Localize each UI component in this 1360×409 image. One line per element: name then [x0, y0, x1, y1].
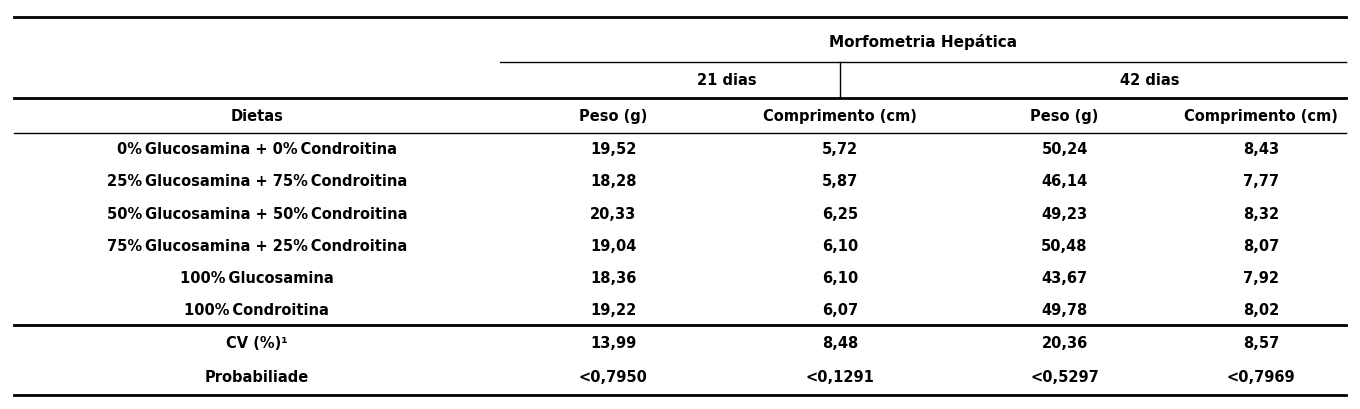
Text: 6,10: 6,10	[821, 238, 858, 253]
Text: 42 dias: 42 dias	[1121, 73, 1179, 88]
Text: 8,02: 8,02	[1243, 302, 1280, 317]
Text: Comprimento (cm): Comprimento (cm)	[763, 108, 917, 124]
Text: <0,5297: <0,5297	[1030, 369, 1099, 384]
Text: 46,14: 46,14	[1042, 174, 1088, 189]
Text: 50,24: 50,24	[1042, 142, 1088, 157]
Text: Dietas: Dietas	[230, 108, 283, 124]
Text: 20,36: 20,36	[1042, 335, 1088, 350]
Text: 5,72: 5,72	[821, 142, 858, 157]
Text: 75% Glucosamina + 25% Condroitina: 75% Glucosamina + 25% Condroitina	[106, 238, 407, 253]
Text: 49,78: 49,78	[1042, 302, 1088, 317]
Text: 7,77: 7,77	[1243, 174, 1280, 189]
Text: 25% Glucosamina + 75% Condroitina: 25% Glucosamina + 75% Condroitina	[106, 174, 407, 189]
Text: Peso (g): Peso (g)	[1031, 108, 1099, 124]
Text: 49,23: 49,23	[1042, 206, 1088, 221]
Text: 8,07: 8,07	[1243, 238, 1280, 253]
Text: <0,7950: <0,7950	[579, 369, 647, 384]
Text: 19,22: 19,22	[590, 302, 636, 317]
Text: 21 dias: 21 dias	[696, 73, 756, 88]
Text: 5,87: 5,87	[821, 174, 858, 189]
Text: 18,28: 18,28	[590, 174, 636, 189]
Text: 20,33: 20,33	[590, 206, 636, 221]
Text: 50% Glucosamina + 50% Condroitina: 50% Glucosamina + 50% Condroitina	[106, 206, 407, 221]
Text: 43,67: 43,67	[1042, 270, 1088, 285]
Text: 19,52: 19,52	[590, 142, 636, 157]
Text: Comprimento (cm): Comprimento (cm)	[1185, 108, 1338, 124]
Text: 6,25: 6,25	[821, 206, 858, 221]
Text: 6,07: 6,07	[821, 302, 858, 317]
Text: 8,57: 8,57	[1243, 335, 1280, 350]
Text: 18,36: 18,36	[590, 270, 636, 285]
Text: 6,10: 6,10	[821, 270, 858, 285]
Text: <0,1291: <0,1291	[805, 369, 874, 384]
Text: 0% Glucosamina + 0% Condroitina: 0% Glucosamina + 0% Condroitina	[117, 142, 397, 157]
Text: <0,7969: <0,7969	[1227, 369, 1296, 384]
Text: 7,92: 7,92	[1243, 270, 1280, 285]
Text: 100% Condroitina: 100% Condroitina	[185, 302, 329, 317]
Text: 50,48: 50,48	[1042, 238, 1088, 253]
Text: 8,32: 8,32	[1243, 206, 1280, 221]
Text: Peso (g): Peso (g)	[579, 108, 647, 124]
Text: 100% Glucosamina: 100% Glucosamina	[180, 270, 333, 285]
Text: 8,43: 8,43	[1243, 142, 1280, 157]
Text: Morfometria Hepática: Morfometria Hepática	[830, 34, 1017, 49]
Text: Probabiliade: Probabiliade	[205, 369, 309, 384]
Text: 13,99: 13,99	[590, 335, 636, 350]
Text: CV (%)¹: CV (%)¹	[226, 335, 288, 350]
Text: 19,04: 19,04	[590, 238, 636, 253]
Text: 8,48: 8,48	[821, 335, 858, 350]
